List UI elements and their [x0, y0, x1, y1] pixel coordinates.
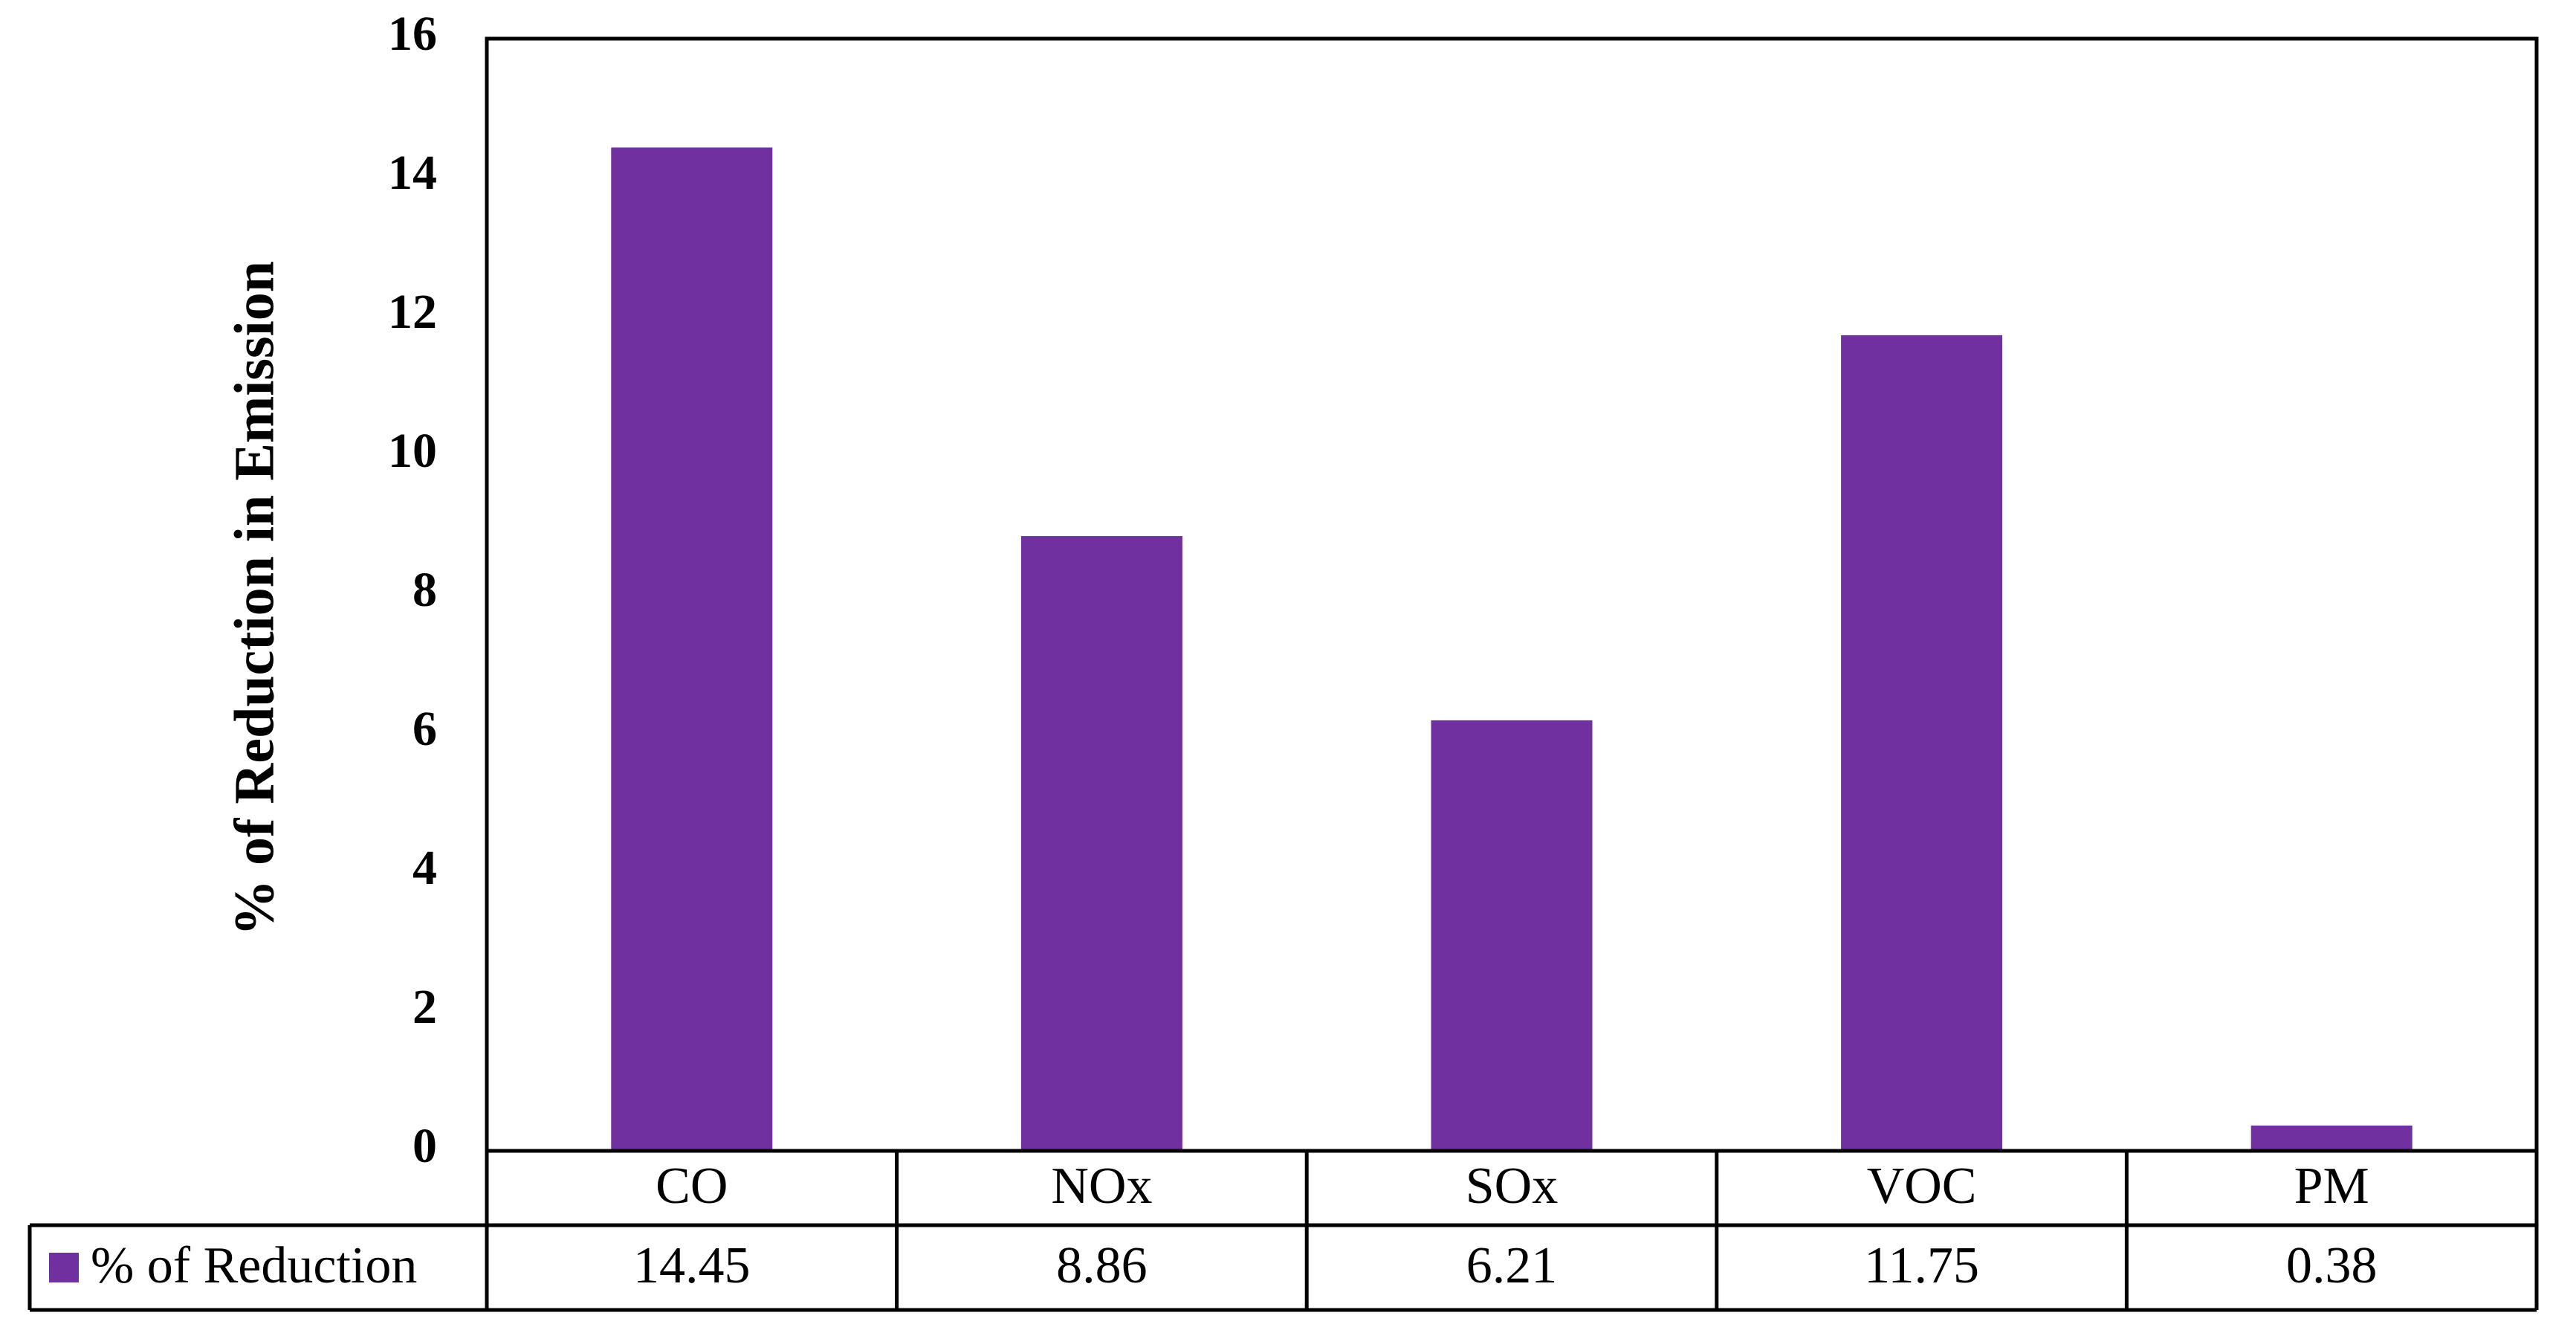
- bar-co: [609, 145, 775, 1152]
- y-tick-label-6: 6: [412, 702, 437, 756]
- category-label-nox: NOx: [1051, 1158, 1152, 1215]
- legend-swatch: [49, 1253, 79, 1282]
- bar-voc: [1839, 332, 2005, 1152]
- data-label-voc: 11.75: [1864, 1237, 1979, 1294]
- y-tick-label-10: 10: [388, 424, 437, 478]
- y-tick-label-8: 8: [412, 563, 437, 617]
- y-tick-label-0: 0: [412, 1119, 437, 1173]
- y-axis-ticks: 0 2 4 6 8 10 12 14 16: [388, 7, 437, 1173]
- data-label-sox: 6.21: [1466, 1237, 1558, 1294]
- bar-sox: [1428, 717, 1595, 1152]
- bars-layer: [609, 145, 2415, 1152]
- plot-area-frame: [485, 36, 2539, 1153]
- data-label-nox: 8.86: [1056, 1237, 1148, 1294]
- y-tick-label-14: 14: [388, 146, 437, 200]
- y-tick-label-12: 12: [388, 285, 437, 339]
- bar-pm: [2248, 1123, 2415, 1152]
- data-label-co: 14.45: [633, 1237, 751, 1294]
- legend-series-name: % of Reduction: [91, 1237, 417, 1294]
- bar-nox: [1018, 534, 1185, 1152]
- category-label-pm: PM: [2294, 1158, 2369, 1215]
- y-tick-label-16: 16: [388, 7, 437, 61]
- category-label-co: CO: [656, 1158, 728, 1215]
- y-tick-label-4: 4: [412, 841, 437, 895]
- y-tick-label-2: 2: [412, 980, 437, 1034]
- category-label-sox: SOx: [1466, 1158, 1558, 1215]
- data-label-pm: 0.38: [2286, 1237, 2378, 1294]
- y-axis-label: % of Reduction in Emission: [223, 261, 285, 936]
- category-label-voc: VOC: [1867, 1158, 1977, 1215]
- data-table: CO 14.45 NOx 8.86 SOx 6.21 VOC 11.75 PM 0.38 % of …: [27, 1151, 2539, 1312]
